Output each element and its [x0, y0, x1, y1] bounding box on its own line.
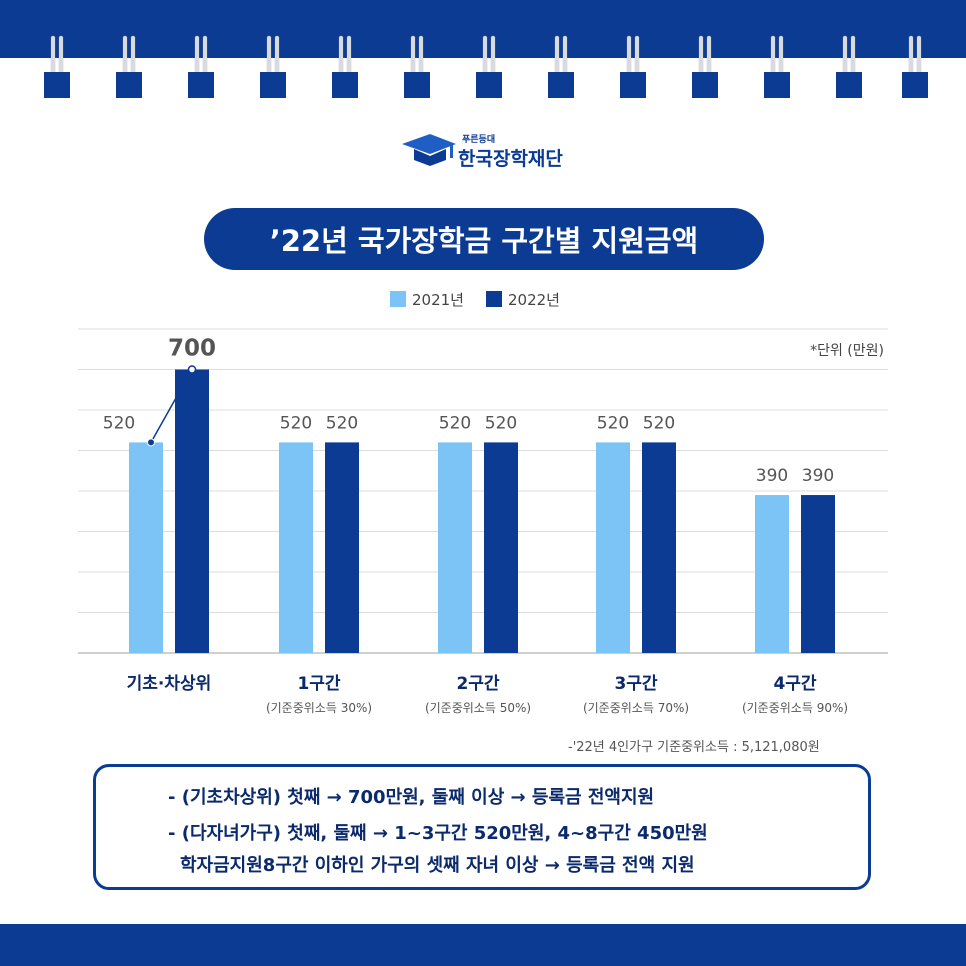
- data-label: 520: [643, 413, 675, 433]
- x-tick-label: 기초·차상위: [127, 674, 212, 694]
- logo-subtitle: 푸른등대: [462, 135, 496, 145]
- bar-2021: [755, 495, 789, 653]
- note-line-3: 학자금지원8구간 이하인 가구의 셋째 자녀 이상 → 등록금 전액 지원: [180, 855, 695, 876]
- legend-swatch-2021: [390, 291, 406, 307]
- legend-label-2021: 2021년: [412, 290, 464, 309]
- data-label: 520: [439, 413, 471, 433]
- notes-box: - (기초차상위) 첫째 → 700만원, 둘째 이상 → 등록금 전액지원 -…: [93, 764, 871, 890]
- bar-2021: [596, 442, 630, 653]
- bar-2021: [438, 442, 472, 653]
- note-line-2: - (다자녀가구) 첫째, 둘째 → 1~3구간 520만원, 4~8구간 45…: [168, 823, 708, 844]
- legend-item-2021: 2021년: [390, 289, 464, 310]
- legend: 2021년 2022년: [390, 288, 582, 310]
- data-label: 520: [103, 413, 135, 433]
- data-label: 520: [280, 413, 312, 433]
- logo-name: 한국장학재단: [458, 148, 563, 170]
- connector-dot: [187, 365, 197, 374]
- data-label: 700: [168, 336, 216, 362]
- data-label: 390: [756, 466, 788, 486]
- data-label: 520: [326, 413, 358, 433]
- x-tick-label: 3구간: [614, 674, 657, 694]
- footnote: -'22년 4인가구 기준중위소득 : 5,121,080원: [568, 740, 820, 755]
- bar-2022: [484, 442, 518, 653]
- x-tick-sublabel: (기준중위소득 30%): [266, 701, 372, 715]
- page-title: ’22년 국가장학금 구간별 지원금액: [204, 208, 764, 270]
- graduation-cap-icon: [402, 134, 456, 166]
- bar-2022: [801, 495, 835, 653]
- x-tick-sublabel: (기준중위소득 70%): [583, 701, 689, 715]
- bar-2021: [129, 442, 163, 653]
- note-line-1: - (기초차상위) 첫째 → 700만원, 둘째 이상 → 등록금 전액지원: [168, 787, 655, 808]
- x-tick-label: 1구간: [297, 674, 340, 694]
- change-connector-line: [150, 369, 193, 443]
- legend-swatch-2022: [485, 291, 502, 307]
- x-tick-label: 4구간: [773, 674, 816, 694]
- data-label: 390: [802, 466, 834, 486]
- legend-item-2022: 2022년: [485, 289, 560, 310]
- bar-2021: [279, 442, 313, 653]
- unit-note: *단위 (만원): [810, 343, 884, 359]
- bottom-band: [0, 924, 966, 966]
- bar-2022: [642, 442, 676, 653]
- data-label: 520: [597, 413, 629, 433]
- logo: 푸른등대 한국장학재단: [400, 130, 580, 174]
- legend-label-2022: 2022년: [507, 290, 560, 309]
- bar-2022: [325, 442, 359, 653]
- data-label: 520: [485, 413, 517, 433]
- x-tick-sublabel: (기준중위소득 90%): [742, 701, 848, 715]
- x-tick-label: 2구간: [456, 674, 499, 694]
- connector-dot: [147, 438, 155, 447]
- x-tick-sublabel: (기준중위소득 50%): [425, 701, 531, 715]
- bar-2022: [175, 369, 209, 653]
